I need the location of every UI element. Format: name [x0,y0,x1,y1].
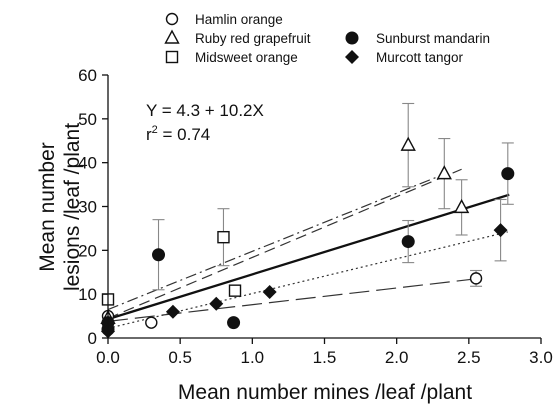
point-sunburst-mandarin [401,235,415,249]
legend-label-ruby-red-grapefruit: Ruby red grapefruit [195,31,311,46]
point-ruby-red-grapefruit [400,136,416,151]
x-tick-label: 0.5 [168,348,192,367]
y-tick-label: 60 [78,66,97,85]
point-murcott-tangor [262,284,277,299]
legend-marker-murcott-tangor [345,50,359,64]
point-murcott-tangor [165,304,180,319]
fit-lines [107,168,510,329]
point-murcott-tangor [209,296,224,311]
point-midsweet-orange [217,230,230,244]
legend: Hamlin orange Ruby red grapefruit Midsweet… [164,12,490,65]
x-tick-label: 0.0 [96,348,120,367]
legend-marker-hamlin-orange [165,12,179,26]
fit-line-sunburst-mandarin [107,231,508,329]
regression-r-squared: r2 = 0.74 [146,124,210,144]
x-tick-label: 2.0 [385,348,409,367]
legend-marker-ruby-red-grapefruit [164,29,180,44]
regression-equation: Y = 4.3 + 10.2X [146,101,264,120]
fit-line-midsweet-orange [107,175,441,311]
point-sunburst-mandarin [501,167,515,181]
y-tick-label: 20 [78,241,97,260]
legend-label-midsweet-orange: Midsweet orange [195,50,298,65]
x-tick-label: 2.5 [457,348,481,367]
plot-area [100,102,515,339]
y-tick-label: 0 [88,329,97,348]
legend-label-hamlin-orange: Hamlin orange [195,12,283,27]
regression-line [107,193,510,321]
y-axis-title-line-1: Mean number [36,142,59,272]
point-sunburst-mandarin [227,316,241,330]
y-tick-label: 50 [78,110,97,129]
y-axis-title: Mean number lesions /leaf /plant [36,123,84,291]
point-midsweet-orange [228,284,242,297]
x-tick-label: 1.0 [241,348,265,367]
point-hamlin-orange [145,316,158,329]
point-murcott-tangor [493,223,508,238]
point-hamlin-orange [469,272,483,285]
x-axis-title: Mean number mines /leaf /plant [178,381,472,404]
data-markers [100,136,515,339]
x-tick-label: 3.0 [529,348,553,367]
point-ruby-red-grapefruit [436,165,452,180]
fit-line-ruby-red-grapefruit [107,168,462,319]
legend-label-sunburst-mandarin: Sunburst mandarin [376,31,490,46]
y-tick-label: 10 [78,285,97,304]
point-ruby-red-grapefruit [453,198,470,214]
x-tick-label: 1.5 [313,348,337,367]
y-tick-label: 40 [78,154,97,173]
y-tick-label: 30 [78,198,97,217]
legend-label-murcott-tangor: Murcott tangor [376,50,464,65]
legend-marker-midsweet-orange [165,50,179,64]
legend-marker-sunburst-mandarin [345,31,359,45]
point-sunburst-mandarin [152,248,166,262]
axes: 0.0 0.5 1.0 1.5 2.0 2.5 3.0 0 10 20 30 40 50 60 [78,66,553,367]
y-axis-title-line-2: lesions /leaf /plant [61,123,84,291]
